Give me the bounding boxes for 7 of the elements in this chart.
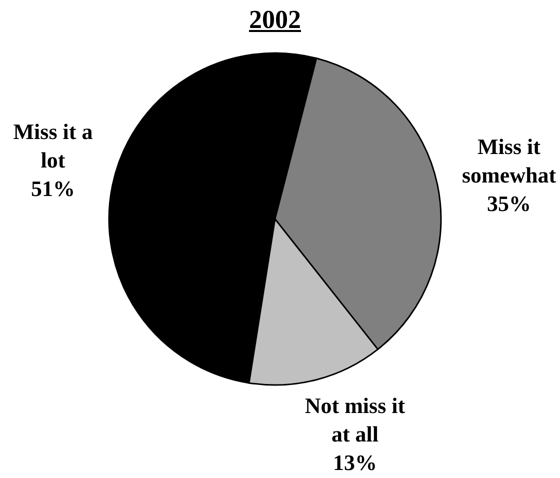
data-label: 13% (333, 450, 377, 475)
slice-label: Miss it a lot (13, 119, 93, 172)
chart-title: 2002 (249, 5, 301, 34)
data-label: 51% (31, 176, 75, 201)
slice-label: Not miss it at all (304, 393, 406, 446)
data-label: 35% (487, 191, 531, 216)
slice-label: Miss it somewhat (462, 134, 557, 188)
